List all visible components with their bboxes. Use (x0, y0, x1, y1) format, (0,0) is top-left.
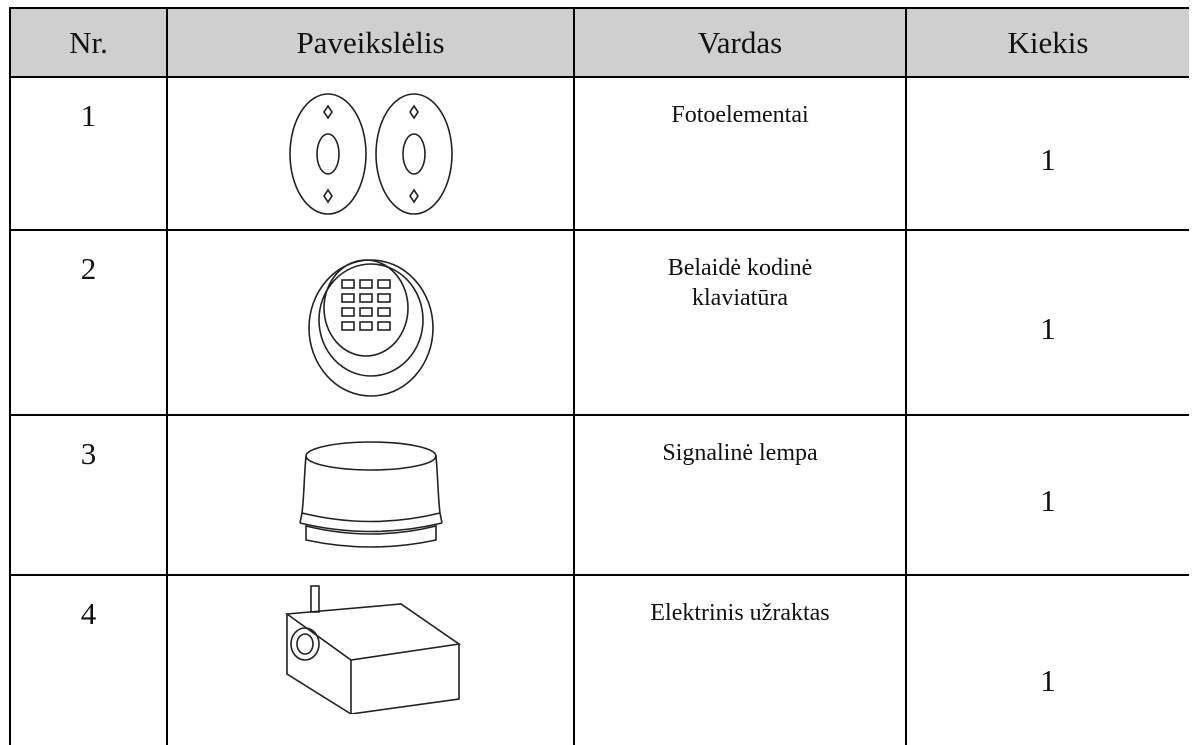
row-number: 1 (9, 76, 168, 231)
lock-icon (284, 585, 461, 714)
row: 4 Elektrinis užraktas 1 (9, 574, 1189, 745)
picture-cell (166, 76, 575, 231)
row: 3 Signalinė lempa 1 (9, 414, 1189, 576)
name-cell: Elektrinis užraktas (573, 574, 907, 745)
row: 1 Fotoelementai 1 (9, 76, 1189, 231)
name-cell: Belaidė kodinė klaviatūra (573, 229, 907, 416)
item-name: Signalinė lempa (662, 440, 818, 466)
quantity: 1 (905, 229, 1189, 416)
row: 2 Belaidė kodinė klaviatūra 1 (9, 229, 1189, 416)
item-name: Elektrinis užraktas (650, 600, 830, 626)
header-cell: Paveikslėlis (166, 7, 575, 78)
item-name: Belaidė kodinė klaviatūra (667, 255, 813, 311)
row-number: 2 (9, 229, 168, 416)
header-cell: Kiekis (905, 7, 1189, 78)
table-wrap: Nr. Paveikslėlis Vardas Kiekis 1 Fotoele… (9, 7, 1189, 745)
header-cell: Vardas (573, 7, 907, 78)
lamp-icon (298, 440, 443, 548)
photocell-icon (288, 92, 453, 215)
quantity: 1 (905, 574, 1189, 745)
parts-table: Nr. Paveikslėlis Vardas Kiekis 1 Fotoele… (9, 7, 1189, 745)
row-number: 3 (9, 414, 168, 576)
item-name: Fotoelementai (671, 102, 809, 128)
picture-cell (166, 414, 575, 576)
header-row: Nr. Paveikslėlis Vardas Kiekis (9, 7, 1189, 78)
keypad-icon (307, 258, 434, 397)
quantity: 1 (905, 76, 1189, 231)
header-cell: Nr. (9, 7, 168, 78)
quantity: 1 (905, 414, 1189, 576)
row-number: 4 (9, 574, 168, 745)
picture-cell (166, 229, 575, 416)
name-cell: Fotoelementai (573, 76, 907, 231)
picture-cell (166, 574, 575, 745)
name-cell: Signalinė lempa (573, 414, 907, 576)
